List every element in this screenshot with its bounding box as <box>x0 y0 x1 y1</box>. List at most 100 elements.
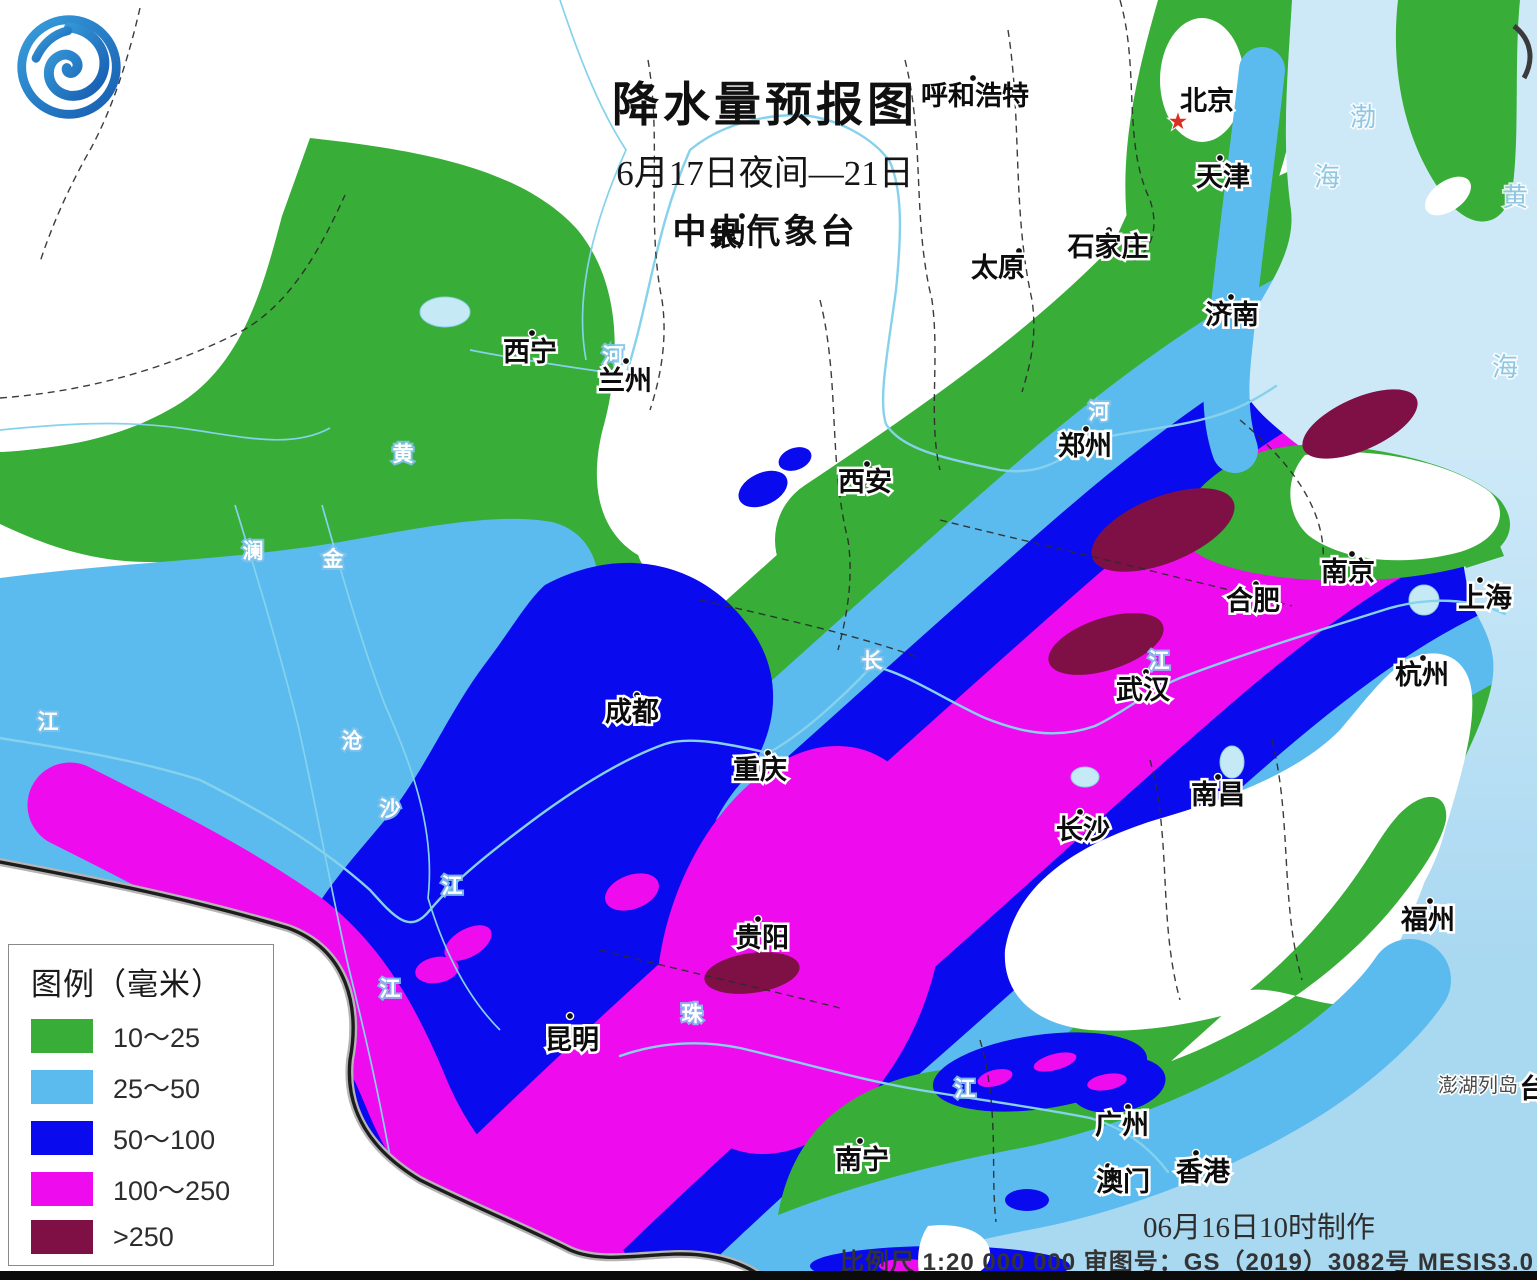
bottom-black-bar <box>0 1271 1537 1280</box>
city-dot <box>1425 896 1435 906</box>
river-label: 长 <box>862 650 884 673</box>
city-dot <box>968 73 978 83</box>
sea-label: 黄 <box>1502 182 1528 212</box>
map-title: 降水量预报图 <box>612 78 918 131</box>
legend-row: 10～25 <box>31 1016 273 1055</box>
city-dot <box>1418 653 1428 663</box>
legend-swatch <box>31 1120 93 1155</box>
city-dot <box>1475 575 1485 585</box>
river-label: 珠 <box>682 1003 704 1026</box>
city-label-重庆: 重庆 <box>733 754 787 785</box>
map-agency: 中央气象台 <box>672 213 858 251</box>
river-label: 沙 <box>380 798 401 821</box>
city-label-银川: 银川 <box>710 222 764 252</box>
legend-items: 10～25 25～50 50～100 100～250 >250 <box>31 1016 273 1254</box>
river-label: 沧 <box>342 729 363 753</box>
city-label-呼和浩特: 呼和浩特 <box>921 81 1029 111</box>
city-dot <box>753 914 763 924</box>
city-label-北京: 北京 <box>1180 85 1234 116</box>
city-label-南昌: 南昌 <box>1191 780 1245 810</box>
legend-row: 50～100 <box>31 1118 273 1157</box>
city-dot <box>1251 579 1261 589</box>
city-label-南京: 南京 <box>1321 556 1375 587</box>
produced-timestamp: 06月16日10时制作 <box>1142 1212 1375 1244</box>
city-dot <box>621 356 631 366</box>
legend-swatch <box>31 1220 93 1254</box>
city-label-西安: 西安 <box>838 467 892 497</box>
sea-label: 渤 <box>1350 102 1376 132</box>
city-dot <box>1213 772 1223 782</box>
place-label: 台 <box>1520 1073 1537 1104</box>
city-label-长沙: 长沙 <box>1056 815 1110 845</box>
city-dot <box>632 690 642 700</box>
city-label-石家庄: 石家庄 <box>1067 231 1149 262</box>
river-label: 黄 <box>393 443 414 466</box>
city-dot <box>1215 153 1225 163</box>
legend-box: 图例（毫米） 10～25 25～50 50～100 100～250 >250 <box>8 944 274 1266</box>
city-label-上海: 上海 <box>1458 583 1512 613</box>
city-label-合肥: 合肥 <box>1226 585 1280 616</box>
legend-title: 图例（毫米） <box>31 967 223 1002</box>
city-dot <box>1014 246 1024 256</box>
river-label: 江 <box>380 978 401 1001</box>
city-label-济南: 济南 <box>1205 300 1259 330</box>
city-label-郑州: 郑州 <box>1058 431 1112 461</box>
city-dot <box>1347 549 1357 559</box>
sea-label: 海 <box>1314 162 1340 192</box>
title-block: 降水量预报图 6月17日夜间—21日 中央气象台 <box>460 66 1070 253</box>
city-dot <box>1123 1102 1133 1112</box>
city-dot <box>1104 225 1114 235</box>
city-label-武汉: 武汉 <box>1116 675 1171 705</box>
city-label-成都: 成都 <box>605 697 659 727</box>
city-dot <box>1103 1161 1113 1171</box>
city-label-西宁: 西宁 <box>503 336 557 367</box>
legend-label: 50～100 <box>113 1125 216 1155</box>
city-dot <box>1191 1148 1201 1158</box>
river-label: 金 <box>322 547 345 571</box>
city-label-太原: 太原 <box>971 253 1025 283</box>
city-dot <box>855 1136 865 1146</box>
legend-row: 100～250 <box>31 1169 273 1208</box>
city-dot <box>527 328 537 338</box>
city-dot <box>1226 292 1236 302</box>
river-label: 江 <box>1149 650 1170 673</box>
river-label: 河 <box>1089 401 1110 424</box>
city-dot <box>1075 807 1085 817</box>
city-dot <box>1141 667 1151 677</box>
city-label-贵阳: 贵阳 <box>735 923 789 953</box>
river-label: 河 <box>603 345 624 368</box>
river-label: 澜 <box>243 540 264 563</box>
legend-swatch <box>31 1171 93 1206</box>
legend-swatch <box>31 1018 93 1053</box>
legend-label: 10～25 <box>113 1023 201 1053</box>
city-dot <box>565 1011 575 1021</box>
city-label-澳门: 澳门 <box>1096 1167 1150 1197</box>
city-label-南宁: 南宁 <box>835 1144 889 1175</box>
city-label-香港: 香港 <box>1176 1157 1231 1187</box>
place-label: 澎湖列岛 <box>1438 1074 1518 1097</box>
city-label-福州: 福州 <box>1400 905 1455 935</box>
legend-row: 25～50 <box>31 1067 273 1106</box>
city-label-昆明: 昆明 <box>545 1025 599 1055</box>
river-label: 江 <box>955 1078 976 1101</box>
city-label-兰州: 兰州 <box>598 366 652 396</box>
city-dot <box>763 748 773 758</box>
river-label: 江 <box>442 875 463 898</box>
legend-label: 100～250 <box>113 1176 231 1206</box>
legend-label: >250 <box>113 1221 174 1252</box>
capital-star-icon: ★ <box>1169 111 1187 133</box>
cma-logo-icon <box>17 15 121 119</box>
legend-label: 25～50 <box>113 1074 201 1104</box>
city-label-杭州: 杭州 <box>1395 659 1449 690</box>
city-dot <box>1081 424 1091 434</box>
sea-label: 海 <box>1492 352 1518 382</box>
legend-swatch <box>31 1069 93 1104</box>
city-label-广州: 广州 <box>1095 1110 1149 1140</box>
river-label: 江 <box>38 711 59 734</box>
city-dot <box>737 211 747 221</box>
legend-row: >250 <box>31 1220 273 1254</box>
